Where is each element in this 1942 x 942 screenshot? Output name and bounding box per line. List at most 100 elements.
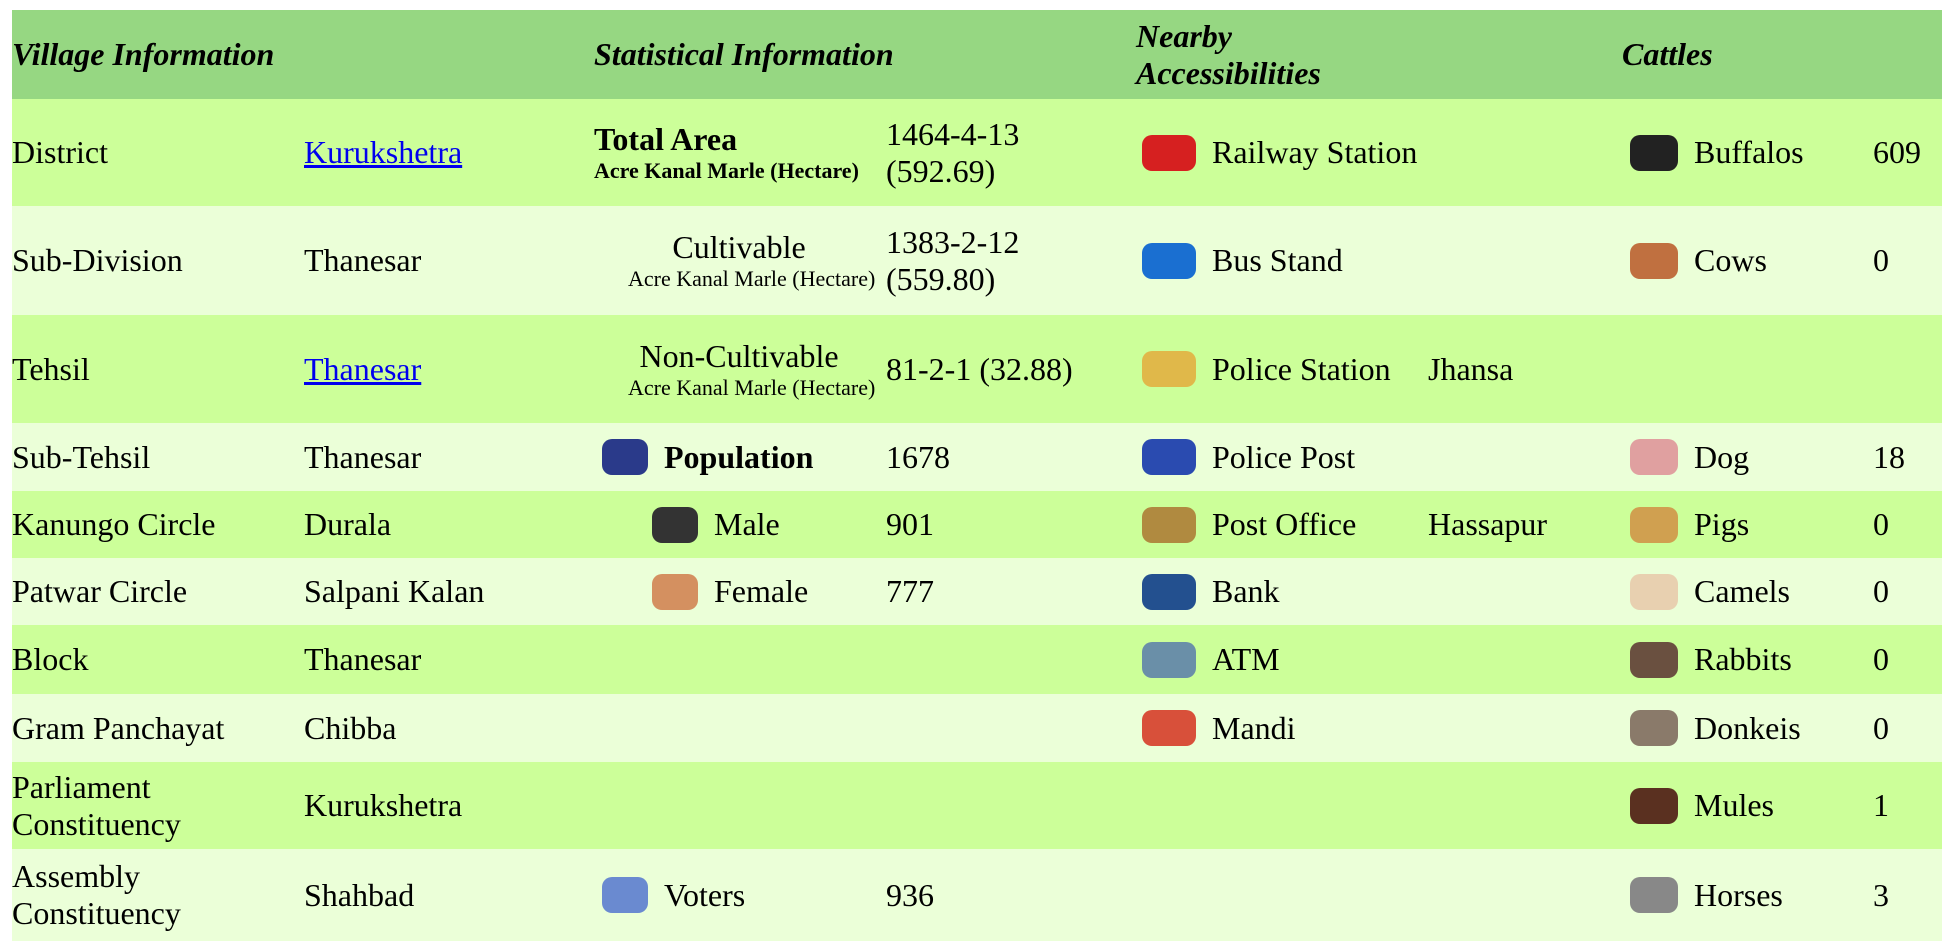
cattle-value: 3 — [1873, 877, 1889, 914]
cell: Gram Panchayat — [12, 694, 292, 762]
icon — [1622, 233, 1686, 289]
cattle-label: Camels — [1694, 573, 1790, 610]
cattle-value: 0 — [1873, 506, 1889, 543]
stat-value: 901 — [886, 506, 934, 543]
cell: Kurukshetra — [304, 762, 584, 849]
icon — [1622, 700, 1686, 756]
cattle-value: 0 — [1873, 242, 1889, 279]
village-label: Parliament Constituency — [12, 769, 292, 843]
village-label: Kanungo Circle — [12, 506, 216, 543]
stat-label: Female — [714, 573, 808, 610]
cell: Bank — [1134, 558, 1434, 625]
stat-value: 777 — [886, 573, 934, 610]
cell: Mandi — [1134, 694, 1434, 762]
stat-unit: Acre Kanal Marle (Hectare) — [594, 266, 884, 291]
village-value: Salpani Kalan — [304, 573, 484, 610]
cell: Police Station — [1134, 315, 1434, 423]
village-label: Gram Panchayat — [12, 710, 224, 747]
stat-label: Cultivable — [594, 229, 884, 266]
cattle-label: Pigs — [1694, 506, 1749, 543]
cell: Chibba — [304, 694, 584, 762]
cell: Police Post — [1134, 423, 1434, 491]
cell: Horses — [1622, 849, 1872, 941]
cell: Dog — [1622, 423, 1872, 491]
cattle-label: Mules — [1694, 787, 1774, 824]
access-label: ATM — [1212, 641, 1280, 678]
village-label: Patwar Circle — [12, 573, 187, 610]
stat-label: Voters — [664, 877, 745, 914]
header-cell: Cattles — [1622, 10, 1922, 99]
icon — [1622, 125, 1686, 181]
village-info-table: Village InformationStatistical Informati… — [0, 0, 1942, 942]
cell: 0 — [1873, 625, 1942, 694]
cell: Female — [594, 558, 934, 625]
cell: Jhansa — [1428, 315, 1628, 423]
header-cell: Statistical Information — [594, 10, 1134, 99]
cell: 777 — [886, 558, 1136, 625]
cell: 0 — [1873, 206, 1942, 315]
cell: Parliament Constituency — [12, 762, 292, 849]
stat-label: Population — [664, 439, 813, 476]
stat-value: 1464-4-13 (592.69) — [886, 116, 1136, 190]
cell: Railway Station — [1134, 99, 1434, 206]
cell: Male — [594, 491, 934, 558]
icon — [1622, 564, 1686, 620]
cell: 609 — [1873, 99, 1942, 206]
cell: Hassapur — [1428, 491, 1628, 558]
cell: District — [12, 99, 292, 206]
cell: Sub-Tehsil — [12, 423, 292, 491]
cell: Cows — [1622, 206, 1872, 315]
icon — [1622, 632, 1686, 688]
village-link[interactable]: Thanesar — [304, 351, 421, 388]
cattle-value: 0 — [1873, 710, 1889, 747]
icon — [1134, 233, 1204, 289]
cell: 81-2-1 (32.88) — [886, 315, 1136, 423]
icon — [594, 429, 656, 485]
cell: 1464-4-13 (592.69) — [886, 99, 1136, 206]
cattle-value: 0 — [1873, 573, 1889, 610]
stat-value: 1678 — [886, 439, 950, 476]
cattle-value: 609 — [1873, 134, 1921, 171]
village-label: Sub-Division — [12, 242, 183, 279]
cell: Block — [12, 625, 292, 694]
cattle-value: 0 — [1873, 641, 1889, 678]
cattle-label: Donkeis — [1694, 710, 1801, 747]
cell: Donkeis — [1622, 694, 1872, 762]
cell: Rabbits — [1622, 625, 1872, 694]
icon — [1622, 778, 1686, 834]
icon — [644, 497, 706, 553]
village-label: Sub-Tehsil — [12, 439, 150, 476]
icon — [1622, 867, 1686, 923]
cell: Patwar Circle — [12, 558, 292, 625]
cell: Kurukshetra — [304, 99, 584, 206]
access-label: Mandi — [1212, 710, 1296, 747]
cattle-value: 18 — [1873, 439, 1905, 476]
village-link[interactable]: Kurukshetra — [304, 134, 462, 171]
cattle-label: Buffalos — [1694, 134, 1804, 171]
village-value: Chibba — [304, 710, 396, 747]
icon — [1134, 497, 1204, 553]
village-value: Durala — [304, 506, 391, 543]
header-cell: Village Information — [12, 10, 572, 99]
cattle-label: Rabbits — [1694, 641, 1792, 678]
cattle-label: Cows — [1694, 242, 1767, 279]
cell: Post Office — [1134, 491, 1434, 558]
icon — [1622, 429, 1686, 485]
cell: Kanungo Circle — [12, 491, 292, 558]
access-label: Police Station — [1212, 351, 1391, 388]
cell: Sub-Division — [12, 206, 292, 315]
stat-value: 936 — [886, 877, 934, 914]
icon — [644, 564, 706, 620]
cell: Voters — [594, 849, 884, 941]
cell: 0 — [1873, 491, 1942, 558]
village-value: Shahbad — [304, 877, 414, 914]
cell: Population — [594, 423, 884, 491]
cell: Salpani Kalan — [304, 558, 584, 625]
cell: Mules — [1622, 762, 1872, 849]
